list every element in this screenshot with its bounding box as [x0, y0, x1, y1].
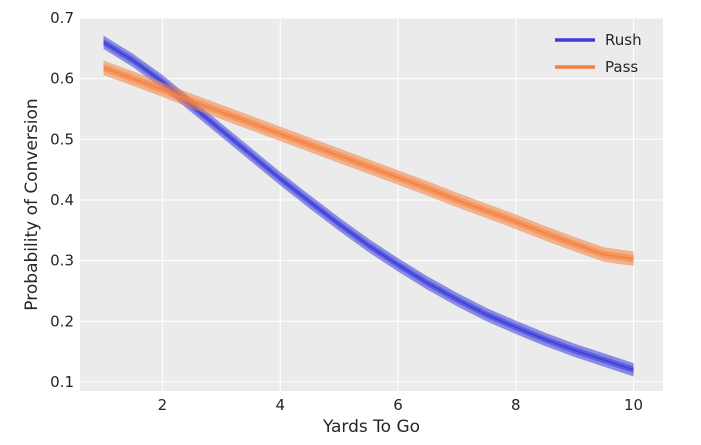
y-tick-label: 0.3 [50, 252, 74, 270]
x-tick-label: 2 [158, 396, 168, 414]
plot-background [80, 18, 663, 391]
y-tick-label: 0.1 [50, 373, 74, 391]
pass-series-line [103, 66, 634, 260]
x-axis-label: Yards To Go [322, 417, 420, 437]
x-tick-label: 8 [511, 396, 521, 414]
y-axis-label: Probability of Conversion [22, 98, 42, 310]
y-tick-label: 0.4 [50, 191, 74, 209]
rush-legend-label: Rush [605, 31, 642, 49]
x-tick-label: 4 [275, 396, 285, 414]
y-tick-label: 0.2 [50, 312, 74, 330]
y-tick-label: 0.6 [50, 70, 74, 88]
x-tick-label: 6 [393, 396, 403, 414]
pass-inner-band [103, 64, 634, 263]
pass-legend-label: Pass [605, 58, 638, 76]
x-tick-label: 10 [624, 396, 643, 414]
plot-area [80, 17, 663, 391]
y-tick-label: 0.5 [50, 130, 74, 148]
legend: Rush Pass [555, 31, 642, 76]
y-tick-label: 0.7 [50, 9, 74, 27]
